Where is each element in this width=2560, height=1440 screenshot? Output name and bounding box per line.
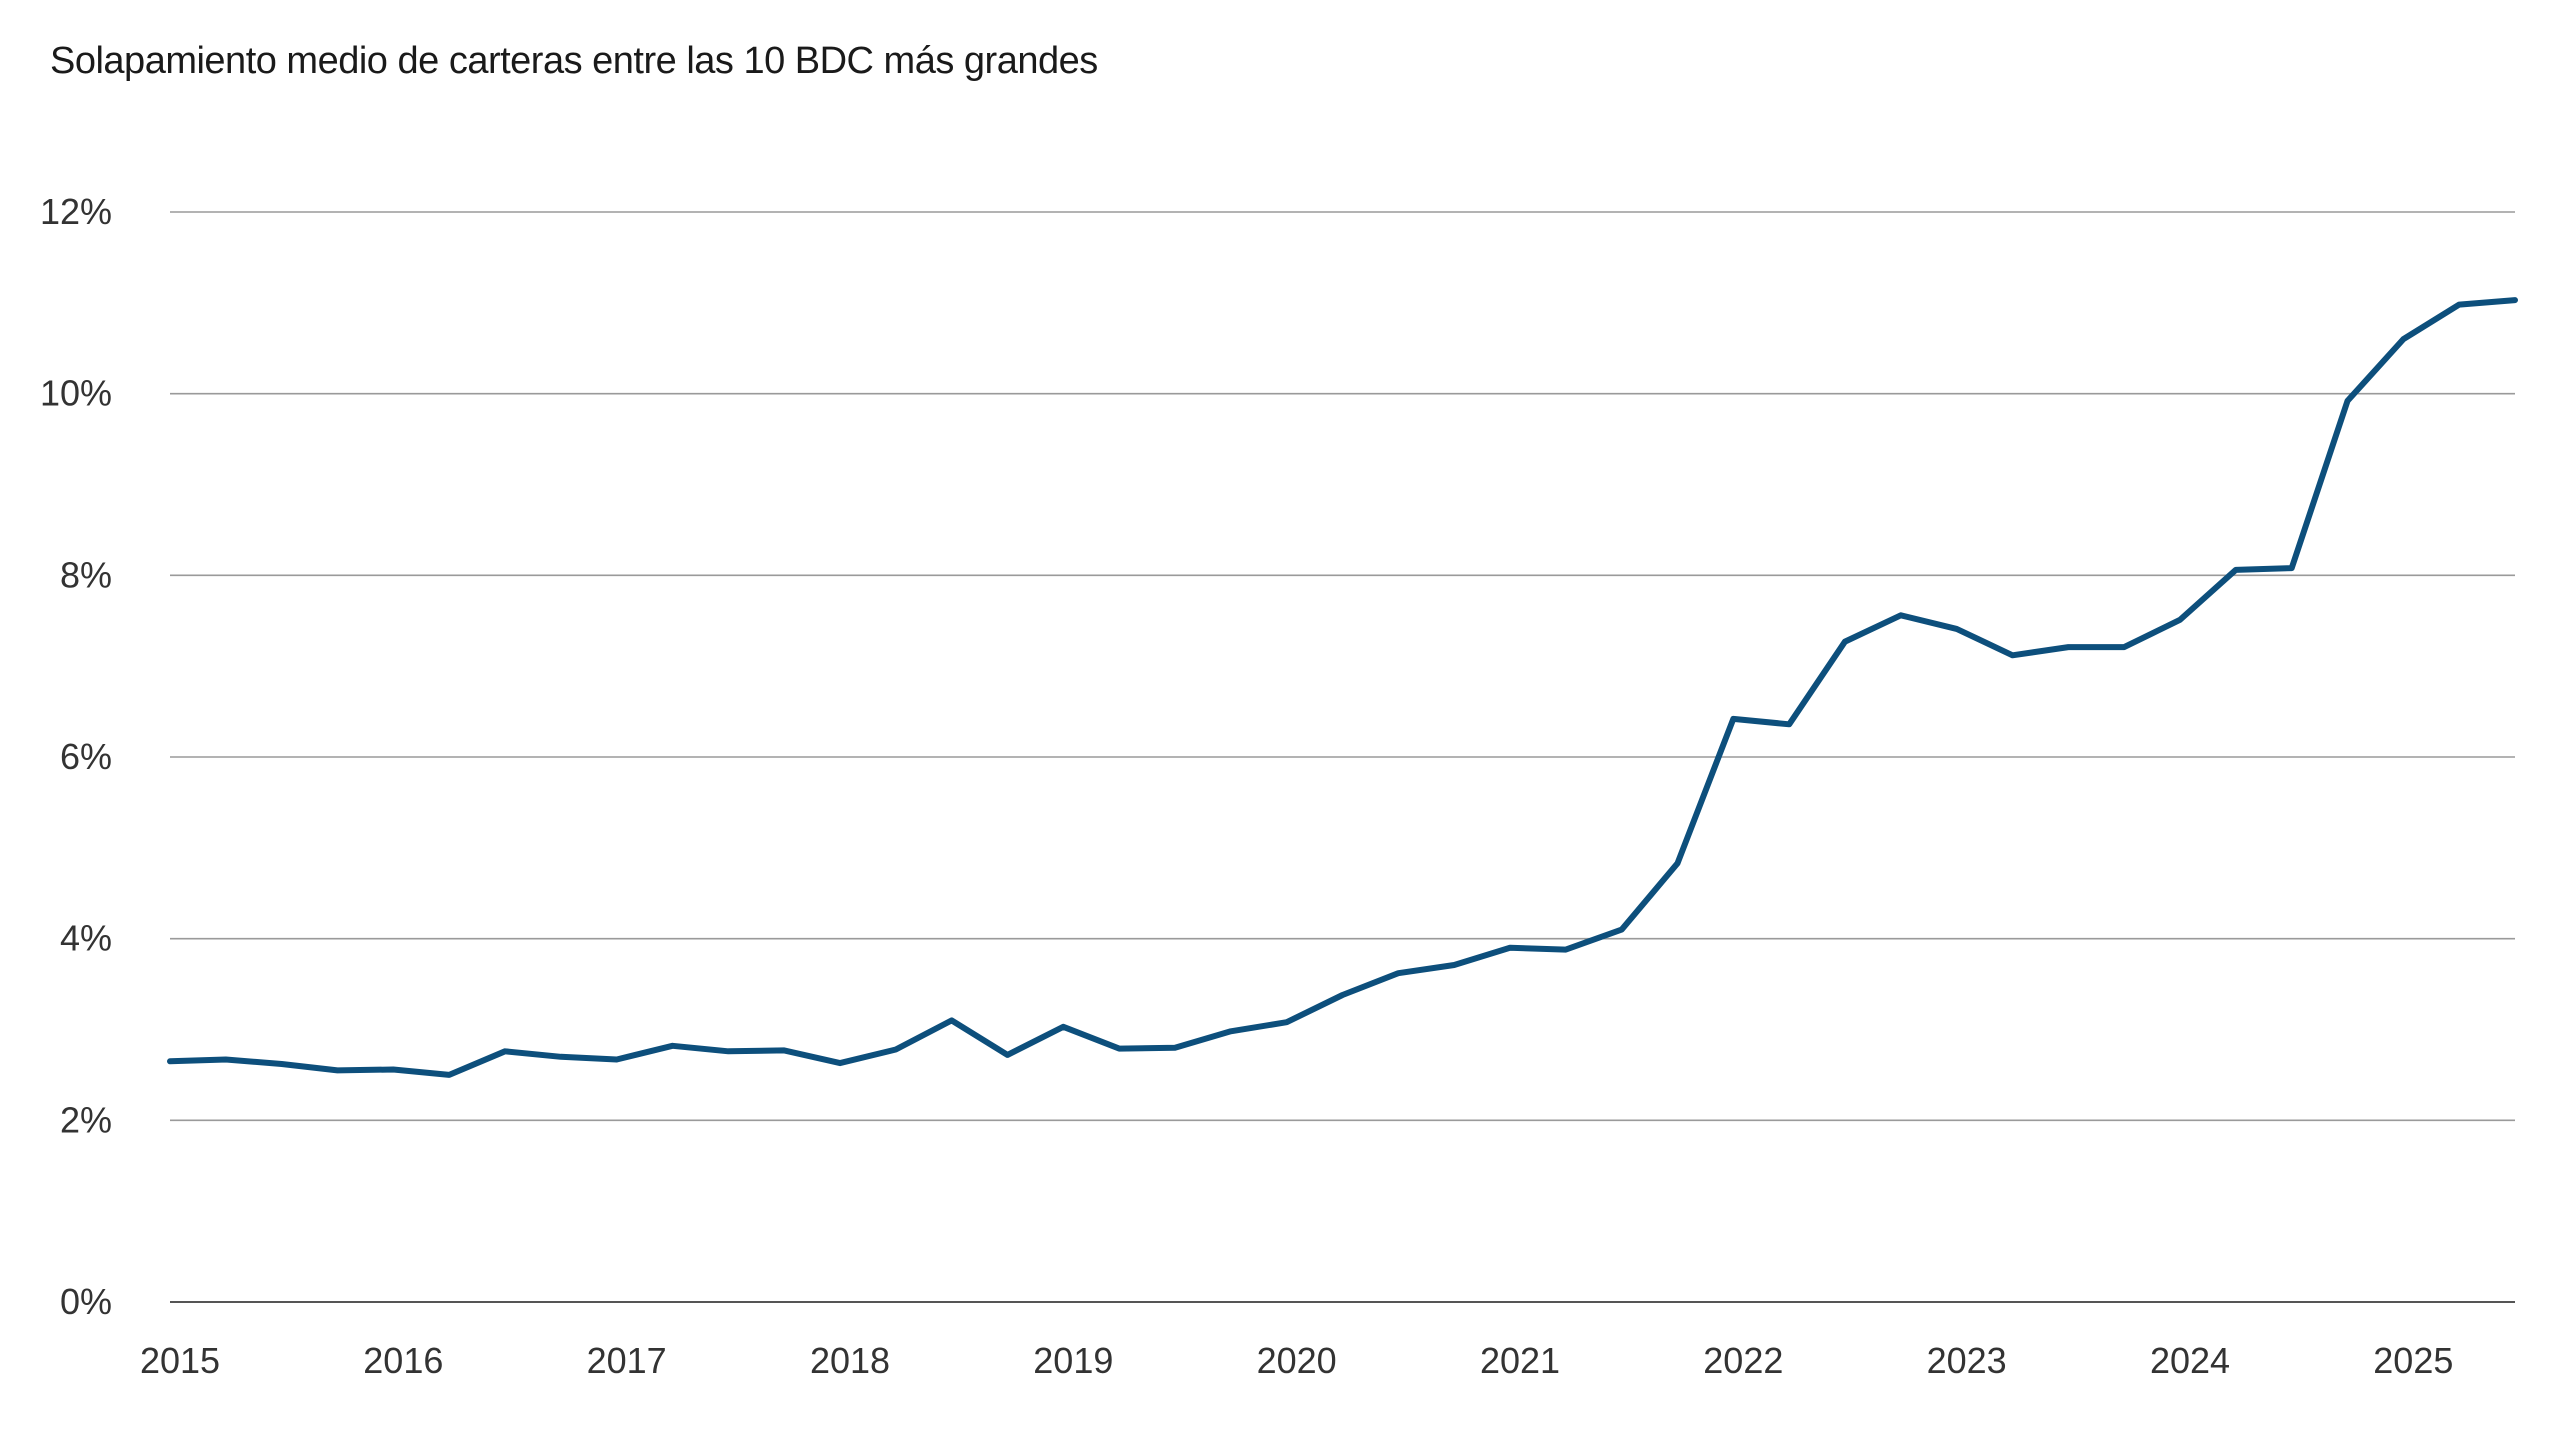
x-tick-label: 2025 — [2373, 1340, 2453, 1381]
y-tick-label: 4% — [60, 918, 112, 959]
x-tick-label: 2017 — [587, 1340, 667, 1381]
x-tick-label: 2022 — [1703, 1340, 1783, 1381]
x-tick-label: 2018 — [810, 1340, 890, 1381]
y-axis-ticks: 0% 2% 4% 6% 8% 10% 12% — [40, 191, 112, 1322]
x-tick-label: 2023 — [1927, 1340, 2007, 1381]
x-tick-label: 2021 — [1480, 1340, 1560, 1381]
y-tick-label: 12% — [40, 191, 112, 232]
x-tick-label: 2024 — [2150, 1340, 2230, 1381]
y-tick-label: 6% — [60, 736, 112, 777]
y-tick-label: 10% — [40, 373, 112, 414]
y-tick-label: 0% — [60, 1281, 112, 1322]
x-tick-label: 2016 — [363, 1340, 443, 1381]
x-tick-label: 2015 — [140, 1340, 220, 1381]
x-axis-ticks: 2015 2016 2017 2018 2019 2020 2021 2022 2023 2024… — [140, 1340, 2453, 1381]
series-layer — [167, 297, 2518, 1078]
grid-lines — [170, 211, 2515, 1303]
y-tick-label: 2% — [60, 1099, 112, 1140]
y-tick-label: 8% — [60, 554, 112, 595]
x-tick-label: 2020 — [1257, 1340, 1337, 1381]
chart-title: Solapamiento medio de carteras entre las… — [50, 40, 1098, 82]
x-tick-label: 2019 — [1033, 1340, 1113, 1381]
series-line — [167, 297, 2518, 1078]
